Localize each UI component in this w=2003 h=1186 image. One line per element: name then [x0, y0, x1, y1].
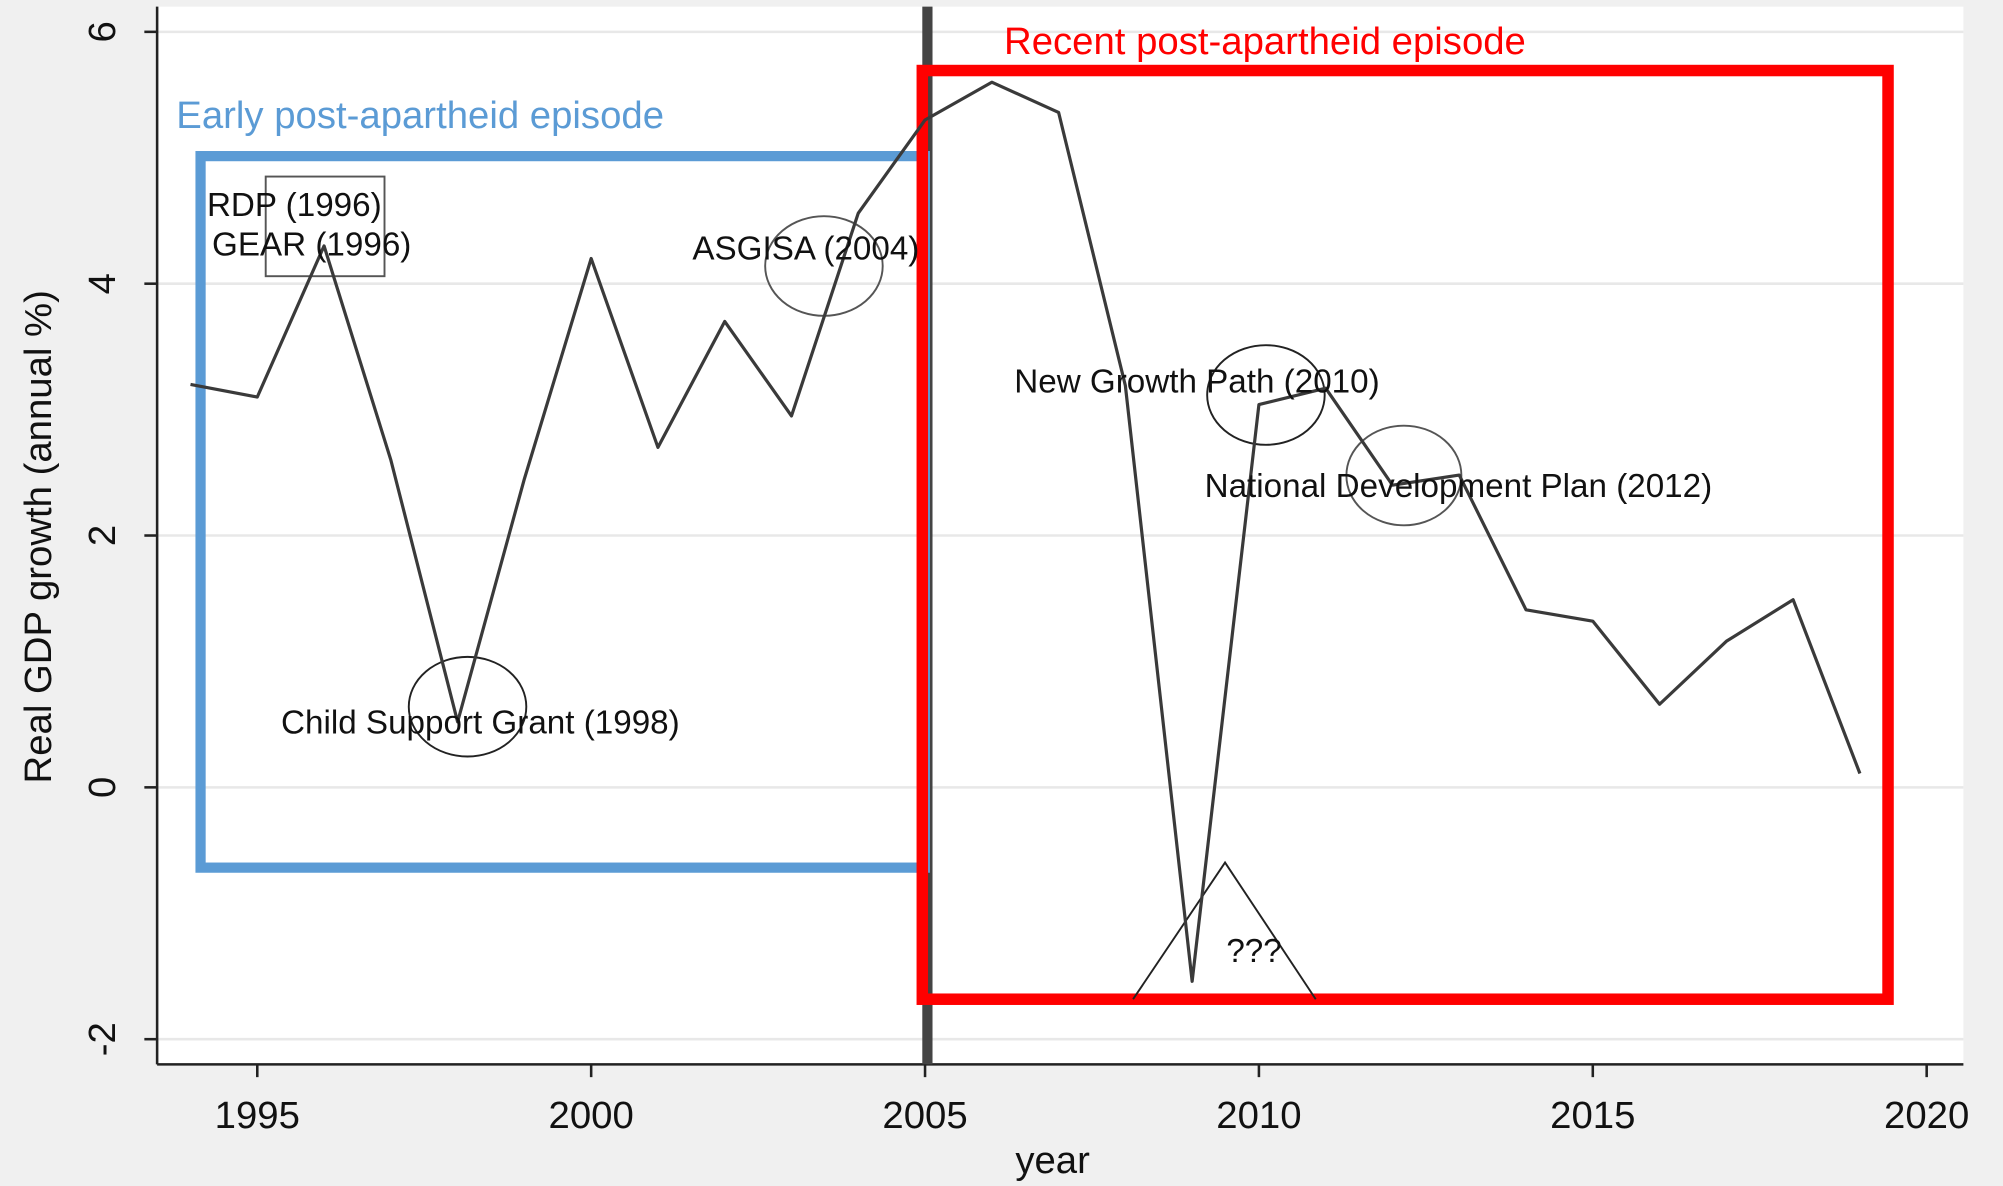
- y-tick-label: 2: [81, 525, 124, 546]
- data-line: [190, 80, 1862, 983]
- annotation: New Growth Path (2010): [1014, 363, 1379, 400]
- y-axis-label: Real GDP growth (annual %): [17, 290, 60, 783]
- annotation: Recent post-apartheid episode: [1004, 20, 1526, 63]
- y-tick-label: 0: [81, 777, 124, 798]
- y-tick-label: 4: [81, 273, 124, 294]
- x-tick-label: 2015: [1550, 1094, 1635, 1137]
- y-tick-label: -2: [81, 1022, 124, 1056]
- x-tick-label: 2020: [1884, 1094, 1969, 1137]
- recent-box: [916, 64, 1894, 1005]
- annotation: Early post-apartheid episode: [176, 94, 664, 137]
- annotation: ASGISA (2004): [692, 230, 919, 267]
- x-tick-label: 1995: [215, 1094, 300, 1137]
- annotation: ???: [1226, 933, 1281, 970]
- marker-circle: [407, 655, 528, 758]
- marker-square: [264, 175, 386, 278]
- x-tick-label: 2005: [882, 1094, 967, 1137]
- annotation: RDP (1996): [207, 187, 382, 224]
- marker-triangle: [1132, 860, 1317, 1000]
- x-tick-label: 2010: [1216, 1094, 1301, 1137]
- x-tick-label: 2000: [549, 1094, 634, 1137]
- annotation: GEAR (1996): [212, 227, 411, 264]
- y-tick-label: 6: [81, 21, 124, 42]
- annotation: Child Support Grant (1998): [281, 704, 680, 741]
- marker-circle: [1345, 424, 1463, 527]
- annotation: National Development Plan (2012): [1205, 468, 1713, 505]
- marker-circle: [1206, 344, 1326, 446]
- x-axis-label: year: [1015, 1139, 1090, 1182]
